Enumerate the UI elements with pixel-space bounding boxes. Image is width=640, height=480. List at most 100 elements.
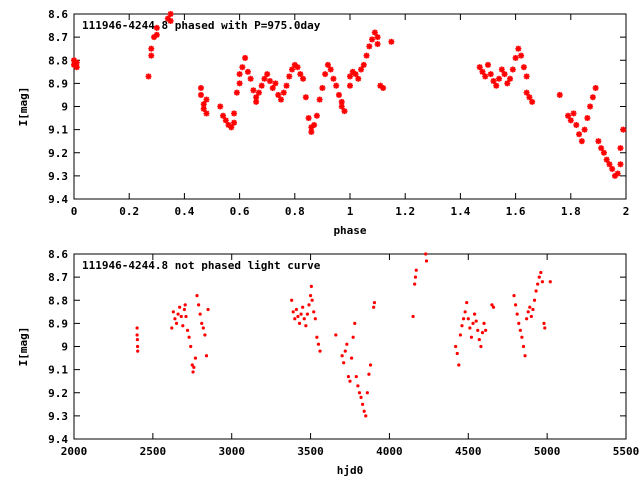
- data-point: [197, 91, 204, 98]
- data-point: [324, 61, 331, 68]
- data-point: [374, 34, 381, 41]
- data-point: [338, 103, 345, 110]
- data-point: [517, 321, 521, 325]
- data-point: [543, 326, 547, 330]
- data-point: [501, 71, 508, 78]
- data-point: [316, 96, 323, 103]
- data-point: [565, 112, 572, 119]
- data-point: [358, 66, 365, 73]
- data-point: [327, 66, 334, 73]
- data-point: [236, 71, 243, 78]
- data-point: [514, 303, 518, 307]
- data-point: [573, 122, 580, 128]
- data-point: [365, 391, 369, 395]
- data-point: [359, 395, 363, 399]
- data-point: [231, 119, 238, 126]
- data-point: [534, 289, 538, 293]
- data-point: [477, 337, 481, 342]
- data-point: [531, 307, 535, 312]
- data-point: [347, 73, 353, 80]
- data-point: [581, 126, 588, 133]
- data-point: [293, 317, 297, 321]
- data-point: [192, 365, 196, 369]
- data-point: [190, 363, 194, 367]
- x-tick-label: 0.6: [230, 205, 250, 218]
- unphased-light-curve-panel: 2000 2500 3000 3500 4000 4500 5000 5500 8.6 8.7 8.…: [17, 248, 639, 477]
- data-point: [521, 344, 526, 349]
- x-tick-label: 5000: [534, 445, 561, 458]
- data-point: [380, 85, 387, 91]
- data-point: [587, 103, 594, 110]
- data-point: [318, 349, 322, 353]
- x-tick-label: 0.2: [119, 205, 139, 218]
- data-point: [204, 354, 209, 358]
- data-point: [366, 43, 373, 50]
- data-point: [364, 414, 368, 418]
- data-point: [356, 384, 360, 388]
- data-point: [507, 75, 514, 82]
- data-point: [294, 64, 301, 71]
- data-point: [173, 317, 177, 321]
- data-point: [598, 145, 605, 152]
- data-point: [411, 314, 415, 319]
- data-point: [220, 112, 227, 119]
- data-point: [518, 328, 522, 332]
- data-point: [297, 71, 304, 78]
- chart-title: 111946-4244.8 phased with P=975.0day: [82, 19, 321, 32]
- data-point: [135, 344, 140, 349]
- data-point: [178, 305, 182, 309]
- data-point: [308, 128, 315, 135]
- data-point: [222, 117, 229, 124]
- plot-frame: [73, 13, 627, 200]
- data-point: [341, 108, 348, 115]
- data-point: [570, 110, 577, 117]
- x-axis-label: hjd0: [337, 464, 364, 477]
- data-point: [176, 312, 180, 316]
- data-point: [539, 270, 543, 275]
- data-point: [512, 294, 516, 298]
- data-point: [424, 259, 429, 263]
- data-point: [310, 298, 314, 302]
- data-point: [472, 312, 477, 316]
- data-point: [469, 335, 474, 339]
- data-point: [236, 80, 243, 87]
- x-tick-label: 4500: [455, 445, 482, 458]
- data-point: [283, 82, 290, 89]
- data-point: [523, 73, 530, 80]
- data-point: [316, 342, 321, 346]
- data-point: [461, 317, 466, 321]
- data-point: [253, 98, 260, 105]
- data-point: [476, 64, 483, 71]
- data-point: [520, 64, 527, 71]
- data-point: [189, 344, 193, 349]
- data-point: [457, 363, 461, 367]
- data-point: [171, 310, 175, 314]
- data-point: [302, 94, 309, 101]
- data-point: [278, 96, 284, 103]
- data-point: [578, 138, 585, 145]
- data-point: [247, 75, 254, 82]
- x-tick-label: 1.2: [395, 205, 415, 218]
- data-point: [368, 363, 373, 367]
- x-tick-label: 1.8: [561, 205, 581, 218]
- data-point: [203, 96, 210, 103]
- data-point: [537, 275, 541, 279]
- data-point: [296, 314, 300, 319]
- data-point: [413, 282, 417, 286]
- data-point: [313, 112, 320, 119]
- data-point: [228, 124, 235, 131]
- y-tick-label: 9.3: [48, 410, 68, 423]
- data-point: [302, 317, 306, 321]
- data-point: [614, 170, 621, 177]
- x-tick-label: 2500: [140, 445, 167, 458]
- data-point: [518, 52, 525, 59]
- data-point: [351, 335, 355, 339]
- y-tick-label: 9.2: [48, 147, 68, 160]
- data-point: [371, 29, 378, 36]
- data-point: [250, 87, 257, 94]
- data-point: [490, 78, 497, 85]
- data-point: [340, 354, 344, 358]
- phased-light-curve-panel: 0 0.2 0.4 0.6 0.8 1 1.2 1.4 1.6 1.8 2 8.6 8.7 8.8 8.9 9…: [17, 8, 629, 237]
- data-point: [136, 349, 140, 353]
